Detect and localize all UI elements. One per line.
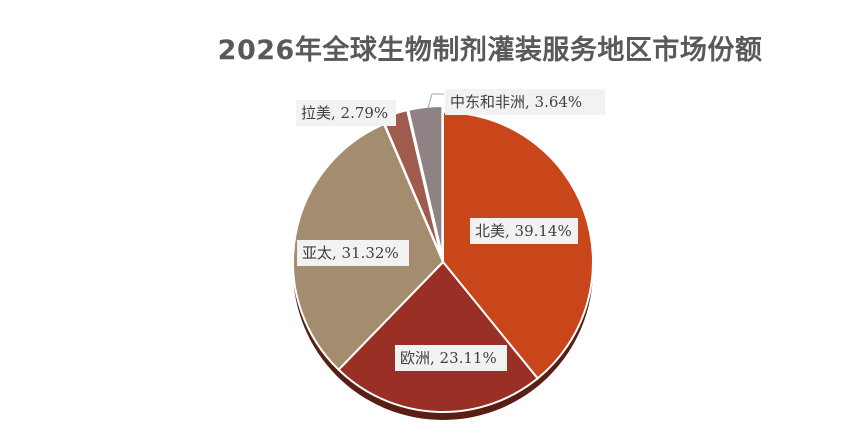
- pie-slice-1: [337, 260, 540, 413]
- data-label-box-3: [296, 100, 396, 126]
- pie-slice-4: [407, 105, 444, 257]
- leader-line: [427, 93, 444, 109]
- data-label-box-1: [395, 345, 507, 371]
- data-label-box-0: [470, 218, 578, 244]
- data-label-3: 拉美, 2.79%: [301, 104, 388, 122]
- data-label-0: 北美, 39.14%: [475, 222, 572, 240]
- data-label-box-4: [445, 89, 605, 115]
- pie-slice-0: [442, 110, 594, 380]
- data-label-2: 亚太, 31.32%: [302, 244, 399, 262]
- data-label-1: 欧洲, 23.11%: [400, 349, 497, 367]
- chart-title: 2026年全球生物制剂灌装服务地区市场份额: [217, 35, 763, 66]
- data-label-box-2: [297, 240, 409, 266]
- data-label-4: 中东和非洲, 3.64%: [450, 93, 582, 111]
